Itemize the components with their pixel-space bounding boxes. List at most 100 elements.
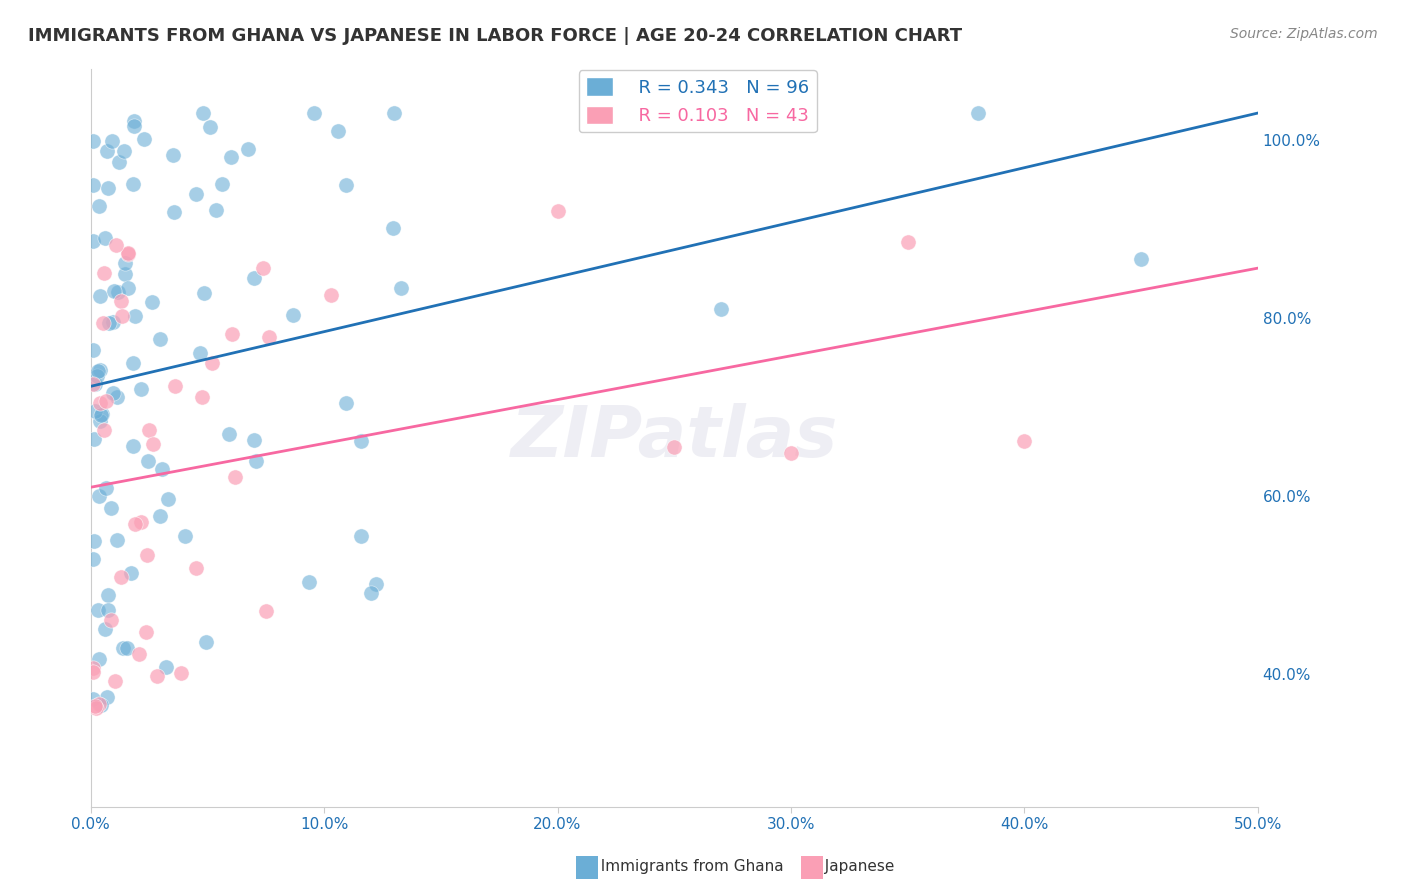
Point bbox=[170, 665, 193, 680]
Legend:   R = 0.343   N = 96,   R = 0.103   N = 43: R = 0.343 N = 96, R = 0.103 N = 43 bbox=[578, 70, 817, 132]
Point bbox=[350, 529, 373, 543]
Point bbox=[710, 302, 733, 317]
Text: ZIPatlas: ZIPatlas bbox=[510, 403, 838, 472]
Point bbox=[184, 560, 207, 574]
Point bbox=[252, 261, 274, 276]
Point bbox=[89, 363, 111, 377]
Point bbox=[163, 378, 186, 392]
Point bbox=[281, 308, 304, 322]
Point bbox=[142, 436, 165, 450]
Point bbox=[105, 390, 128, 404]
Point bbox=[245, 453, 267, 467]
Point bbox=[100, 501, 122, 516]
Point bbox=[191, 106, 214, 120]
Point bbox=[188, 346, 211, 360]
Point bbox=[86, 363, 108, 377]
Point bbox=[108, 154, 131, 169]
Point bbox=[124, 120, 146, 134]
Point bbox=[117, 245, 139, 260]
Point bbox=[87, 697, 110, 711]
Point bbox=[149, 332, 172, 346]
Point bbox=[149, 508, 172, 523]
Point bbox=[105, 237, 128, 252]
Point bbox=[201, 356, 224, 370]
Point bbox=[319, 288, 342, 302]
Point bbox=[366, 576, 388, 591]
Point bbox=[101, 134, 124, 148]
Point bbox=[89, 414, 111, 428]
Point bbox=[120, 566, 142, 581]
Point bbox=[101, 315, 124, 329]
Point bbox=[966, 106, 988, 120]
Point bbox=[87, 489, 110, 503]
Point bbox=[114, 267, 136, 281]
Point bbox=[134, 132, 156, 146]
Text: Japanese: Japanese bbox=[815, 859, 894, 874]
Text: Immigrants from Ghana: Immigrants from Ghana bbox=[591, 859, 783, 874]
Point bbox=[136, 454, 159, 468]
Point bbox=[96, 690, 118, 705]
Point bbox=[100, 613, 122, 627]
Point bbox=[184, 186, 207, 201]
Point bbox=[326, 123, 349, 137]
Point bbox=[91, 316, 114, 330]
Point bbox=[664, 106, 686, 120]
Point bbox=[90, 408, 112, 422]
Point bbox=[302, 106, 325, 120]
Point bbox=[98, 317, 121, 331]
Point bbox=[112, 145, 135, 159]
Point bbox=[193, 286, 215, 301]
Point bbox=[89, 199, 111, 213]
Point bbox=[191, 390, 214, 404]
Point bbox=[224, 469, 246, 483]
Text: IMMIGRANTS FROM GHANA VS JAPANESE IN LABOR FORCE | AGE 20-24 CORRELATION CHART: IMMIGRANTS FROM GHANA VS JAPANESE IN LAB… bbox=[28, 27, 962, 45]
Point bbox=[243, 270, 266, 285]
Point bbox=[350, 434, 373, 449]
Point bbox=[335, 396, 357, 410]
Point bbox=[122, 355, 145, 369]
Point bbox=[205, 202, 228, 217]
Point bbox=[94, 231, 117, 245]
Point bbox=[104, 673, 127, 688]
Point bbox=[86, 603, 108, 617]
Point bbox=[219, 150, 242, 164]
Point bbox=[93, 622, 115, 636]
Point bbox=[117, 246, 139, 260]
Point bbox=[131, 382, 153, 396]
Point bbox=[382, 106, 405, 120]
Point bbox=[257, 330, 280, 344]
Point bbox=[129, 515, 152, 529]
Point bbox=[96, 144, 118, 158]
Point bbox=[141, 294, 163, 309]
Point bbox=[114, 256, 136, 270]
Point bbox=[84, 404, 107, 418]
Point bbox=[198, 120, 221, 134]
Point bbox=[146, 669, 169, 683]
Point bbox=[84, 699, 107, 714]
Point bbox=[115, 640, 138, 655]
Point bbox=[155, 660, 177, 674]
Point bbox=[82, 376, 104, 391]
Point bbox=[135, 624, 157, 639]
Point bbox=[86, 368, 108, 383]
Point bbox=[156, 491, 179, 506]
Point bbox=[360, 586, 382, 600]
Point bbox=[121, 439, 143, 453]
Point bbox=[897, 235, 920, 249]
Point bbox=[90, 698, 112, 712]
Point bbox=[110, 569, 132, 583]
Point bbox=[97, 603, 120, 617]
Point bbox=[82, 661, 104, 675]
Point bbox=[94, 394, 117, 409]
Point bbox=[122, 178, 145, 192]
Point bbox=[101, 385, 124, 400]
Point bbox=[298, 574, 321, 589]
Point bbox=[173, 529, 195, 543]
Point bbox=[335, 178, 357, 192]
Point bbox=[211, 177, 233, 191]
Point bbox=[86, 701, 108, 715]
Point bbox=[89, 288, 111, 302]
Point bbox=[82, 665, 104, 679]
Point bbox=[82, 692, 104, 706]
Point bbox=[82, 234, 104, 248]
